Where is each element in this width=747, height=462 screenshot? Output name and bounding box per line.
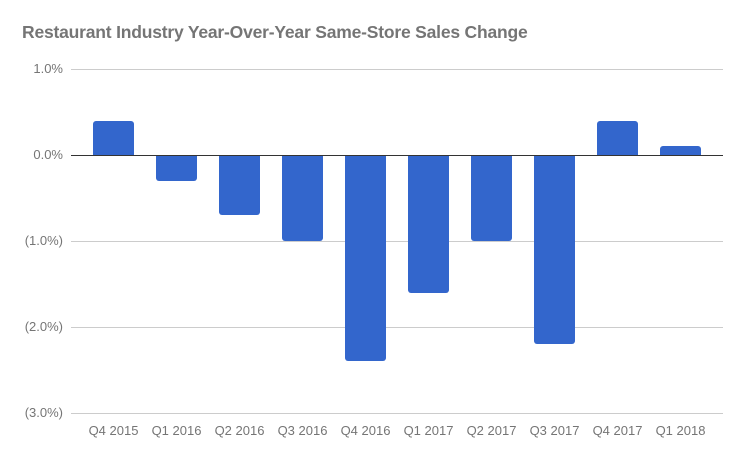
x-axis-tick-label: Q4 2016 bbox=[340, 423, 391, 438]
x-axis-tick-label: Q4 2015 bbox=[88, 423, 139, 438]
x-axis-tick-label: Q3 2016 bbox=[277, 423, 328, 438]
x-axis-tick-label: Q2 2017 bbox=[466, 423, 517, 438]
gridline bbox=[71, 413, 723, 414]
x-axis-tick-label: Q1 2016 bbox=[151, 423, 202, 438]
chart-title: Restaurant Industry Year-Over-Year Same-… bbox=[22, 22, 528, 42]
gridline bbox=[71, 241, 723, 242]
bar-q2-2017 bbox=[471, 155, 512, 241]
bar-q4-2017 bbox=[597, 120, 638, 155]
y-axis-tick-label: 0.0% bbox=[33, 147, 63, 162]
x-axis-tick-label: Q2 2016 bbox=[214, 423, 265, 438]
bar-q1-2018 bbox=[660, 146, 701, 155]
bar-q1-2016 bbox=[156, 155, 197, 181]
x-axis-tick-label: Q1 2017 bbox=[403, 423, 454, 438]
zero-baseline bbox=[71, 155, 723, 156]
y-axis-tick-label: 1.0% bbox=[33, 61, 63, 76]
bar-q2-2016 bbox=[219, 155, 260, 216]
bar-q3-2016 bbox=[282, 155, 323, 241]
gridline bbox=[71, 69, 723, 70]
bar-q4-2015 bbox=[93, 120, 134, 155]
gridline bbox=[71, 327, 723, 328]
x-axis-tick-label: Q1 2018 bbox=[655, 423, 706, 438]
x-axis-tick-label: Q4 2017 bbox=[592, 423, 643, 438]
bar-q1-2017 bbox=[408, 155, 449, 293]
x-axis-tick-label: Q3 2017 bbox=[529, 423, 580, 438]
bar-q4-2016 bbox=[345, 155, 386, 362]
bar-q3-2017 bbox=[534, 155, 575, 345]
y-axis-tick-label: (2.0%) bbox=[24, 319, 63, 334]
y-axis-tick-label: (3.0%) bbox=[24, 405, 63, 420]
y-axis-tick-label: (1.0%) bbox=[24, 233, 63, 248]
